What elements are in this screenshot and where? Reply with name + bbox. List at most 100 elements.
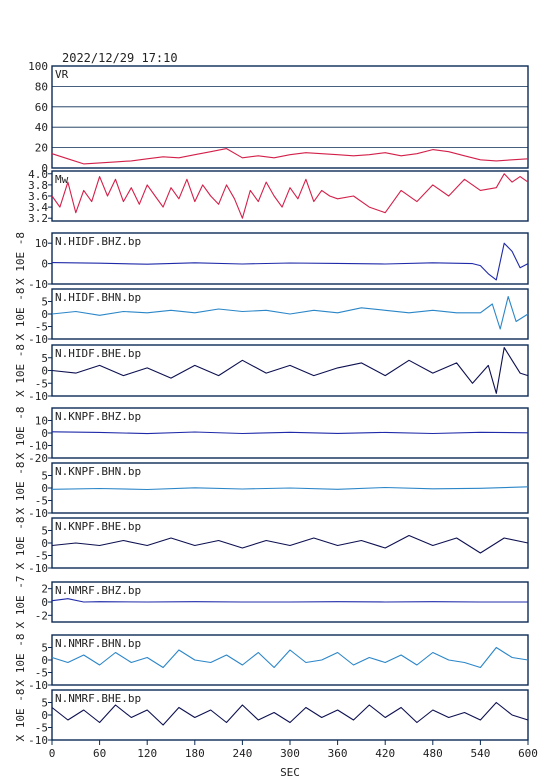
panel-4: 50-5-10 N.HIDF.BHE.bp X 10E -8	[14, 344, 529, 403]
trace-line	[51, 534, 529, 554]
y-tick-label: 5	[41, 470, 48, 483]
y-tick-label: -10	[28, 679, 48, 692]
trace-line	[51, 347, 529, 394]
y-tick-label: 0	[41, 258, 48, 271]
panel-frame	[51, 65, 529, 169]
y-tick-label: 10	[35, 415, 48, 428]
y-tick-label: 0	[41, 654, 48, 667]
y-tick-label: 0	[41, 596, 48, 609]
x-tick-label: 60	[93, 747, 106, 760]
x-tick-label: 540	[470, 747, 490, 760]
y-tick-label: -10	[28, 390, 48, 403]
panel-label: N.HIDF.BHZ.bp	[55, 235, 141, 248]
x-tick-label: 420	[375, 747, 395, 760]
panels: 020406080100VR4.03.83.63.43.2Mw100-10N.H…	[14, 60, 529, 747]
panel-1: 4.03.83.63.43.2 Mw	[28, 168, 529, 225]
panel-8: 20-2 N.NMRF.BHZ.bp X 10E -7	[14, 576, 529, 629]
y-tick-label: 5	[41, 296, 48, 309]
panel-label: N.NMRF.BHE.bp	[55, 692, 141, 705]
y-tick-label: 100	[28, 60, 48, 73]
y-tick-label: -5	[35, 377, 48, 390]
x-tick-label: 120	[137, 747, 157, 760]
y-tick-label: -5	[35, 722, 48, 735]
x-axis: 0 60 120 180 240 300 360 420 480 540 600	[49, 740, 538, 760]
y-tick-label: 80	[35, 80, 48, 93]
y-tick-label: 2	[41, 583, 48, 596]
x-axis-label: SEC	[280, 766, 300, 779]
y-axis-label: X 10E -8	[14, 462, 27, 515]
y-tick-label: 3.6	[28, 190, 48, 203]
y-tick-label: -10	[28, 440, 48, 453]
panel-5: 100-10-20 N.KNPF.BHZ.bp X 10E -8	[14, 407, 529, 465]
y-tick-label: -2	[35, 609, 48, 622]
y-tick-label: 0	[41, 308, 48, 321]
y-tick-label: 5	[41, 697, 48, 710]
y-tick-label: 0	[41, 162, 48, 175]
panel-frame	[51, 170, 529, 222]
y-tick-label: 5	[41, 642, 48, 655]
x-tick-label: 240	[232, 747, 252, 760]
trace-line	[51, 431, 529, 435]
trace-line	[51, 295, 529, 330]
y-tick-label: 3.4	[28, 201, 48, 214]
panel-label: N.HIDF.BHE.bp	[55, 347, 141, 360]
y-tick-label: 3.8	[28, 179, 48, 192]
panel-10: 50-5-10 N.NMRF.BHE.bp X 10E -8	[14, 689, 529, 747]
timestamp-title: 2022/12/29 17:10	[62, 51, 178, 65]
y-tick-label: 60	[35, 101, 48, 114]
panel-label: N.NMRF.BHZ.bp	[55, 584, 141, 597]
y-tick-label: 40	[35, 121, 48, 134]
y-axis-label: X 10E -8	[14, 634, 27, 687]
x-tick-label: 0	[49, 747, 56, 760]
y-tick-label: -5	[35, 667, 48, 680]
panel-2: 10 0 -10 N.HIDF.BHZ.bp X 10E -8	[14, 232, 529, 291]
panel-label: N.NMRF.BHN.bp	[55, 637, 141, 650]
y-tick-label: 5	[41, 525, 48, 538]
y-tick-label: -10	[28, 507, 48, 520]
panel-label: VR	[55, 68, 69, 81]
trace-line	[51, 173, 529, 219]
y-tick-label: 5	[41, 352, 48, 365]
trace-line	[51, 148, 529, 165]
y-tick-label: 10	[35, 237, 48, 250]
panel-frame	[51, 232, 529, 285]
trace-line	[51, 486, 529, 491]
panel-7: 50-5-10 N.KNPF.BHE.bp X 10E -8	[14, 517, 529, 575]
panel-0: 0 20 40 60 80 100 VR	[28, 60, 529, 175]
panel-label: N.HIDF.BHN.bp	[55, 291, 141, 304]
y-axis-label: X 10E -8	[14, 232, 27, 285]
y-tick-label: -5	[35, 550, 48, 563]
x-tick-label: 300	[280, 747, 300, 760]
y-tick-label: -5	[35, 321, 48, 334]
y-tick-label: 0	[41, 537, 48, 550]
y-tick-label: -10	[28, 278, 48, 291]
y-tick-label: 0	[41, 709, 48, 722]
panel-9: 50-5-10 N.NMRF.BHN.bp X 10E -8	[14, 634, 529, 692]
panel-label: N.KNPF.BHZ.bp	[55, 410, 141, 423]
y-axis-label: X 10E -8	[14, 288, 27, 341]
y-tick-label: 3.2	[28, 212, 48, 225]
y-axis-label: X 10E -7	[14, 576, 27, 629]
y-tick-label: -5	[35, 495, 48, 508]
y-tick-label: -10	[28, 333, 48, 346]
x-tick-label: 360	[328, 747, 348, 760]
y-tick-label: 0	[41, 427, 48, 440]
x-tick-label: 480	[423, 747, 443, 760]
y-axis-label: X 10E -8	[14, 517, 27, 570]
panel-6: 50-5-10 N.KNPF.BHN.bp X 10E -8	[14, 462, 529, 520]
x-tick-label: 600	[518, 747, 538, 760]
panel-label: Mw	[55, 173, 69, 186]
y-axis-label: X 10E -8	[14, 689, 27, 742]
trace-line	[51, 701, 529, 726]
y-tick-label: 20	[35, 142, 48, 155]
y-tick-label: -10	[28, 562, 48, 575]
trace-line	[51, 242, 529, 281]
panel-label: N.KNPF.BHE.bp	[55, 520, 141, 533]
x-tick-label: 180	[185, 747, 205, 760]
y-tick-label: -20	[28, 452, 48, 465]
panel-label: N.KNPF.BHN.bp	[55, 465, 141, 478]
y-axis-label: X 10E -8	[14, 407, 27, 460]
y-axis-label: X 10E -8	[14, 344, 27, 397]
y-tick-label: -10	[28, 734, 48, 747]
